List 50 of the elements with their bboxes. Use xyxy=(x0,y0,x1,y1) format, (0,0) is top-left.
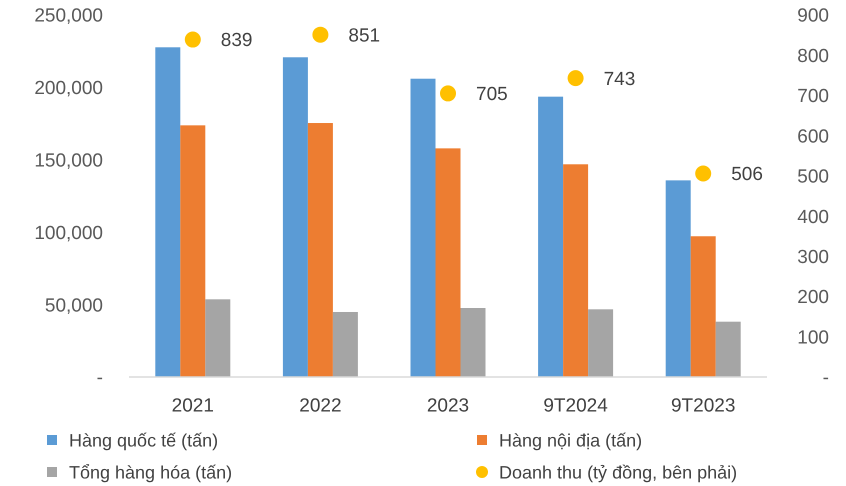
bar xyxy=(205,299,230,377)
y2-tick-label: 500 xyxy=(797,166,829,188)
point xyxy=(695,165,712,182)
legend-label: Hàng quốc tế (tấn) xyxy=(69,430,218,450)
legend-label: Hàng nội địa (tấn) xyxy=(499,430,642,450)
y-tick-label: 100,000 xyxy=(34,222,103,244)
bar xyxy=(282,57,308,377)
bar xyxy=(180,125,206,377)
bar xyxy=(410,78,436,377)
bar xyxy=(308,123,333,377)
y-tick-label: - xyxy=(96,368,103,389)
data-label: 743 xyxy=(604,68,636,90)
bar xyxy=(436,148,460,377)
x-tick-label: 9T2024 xyxy=(543,396,608,417)
y-tick-label: 200,000 xyxy=(34,78,103,100)
y-tick-label: 50,000 xyxy=(44,295,103,316)
y2-tick-label: 800 xyxy=(797,46,829,67)
bar xyxy=(716,322,741,377)
data-label: 851 xyxy=(348,25,380,46)
bar xyxy=(588,309,614,377)
bar xyxy=(332,312,358,377)
y2-tick-label: 600 xyxy=(797,126,829,148)
x-tick-label: 2021 xyxy=(172,396,214,417)
point xyxy=(184,32,201,48)
bar xyxy=(690,236,716,377)
data-label: 839 xyxy=(220,30,253,52)
x-tick-label: 9T2023 xyxy=(670,396,736,417)
bar xyxy=(460,308,486,377)
y2-tick-label: 100 xyxy=(797,327,829,348)
point xyxy=(440,85,456,102)
bar xyxy=(538,96,564,377)
y2-tick-label: 900 xyxy=(797,6,829,27)
point xyxy=(312,26,328,43)
point xyxy=(568,70,584,86)
bar xyxy=(563,164,588,377)
x-tick-label: 2023 xyxy=(426,396,470,417)
x-tick-label: 2022 xyxy=(299,396,342,417)
y-tick-label: 150,000 xyxy=(34,150,103,172)
bar xyxy=(155,47,180,377)
y-tick-label: 250,000 xyxy=(34,6,103,27)
legend-label: Tổng hàng hóa (tấn) xyxy=(69,462,232,482)
y2-tick-label: 300 xyxy=(797,246,829,268)
data-label: 506 xyxy=(731,164,763,186)
y2-tick-label: 700 xyxy=(797,86,829,108)
data-label: 705 xyxy=(476,84,508,106)
legend-label: Doanh thu (tỷ đồng, bên phải) xyxy=(499,462,738,482)
bar xyxy=(666,180,691,377)
y2-tick-label: 200 xyxy=(797,287,829,308)
y2-tick-label: - xyxy=(822,368,829,389)
y2-tick-label: 400 xyxy=(797,206,829,228)
